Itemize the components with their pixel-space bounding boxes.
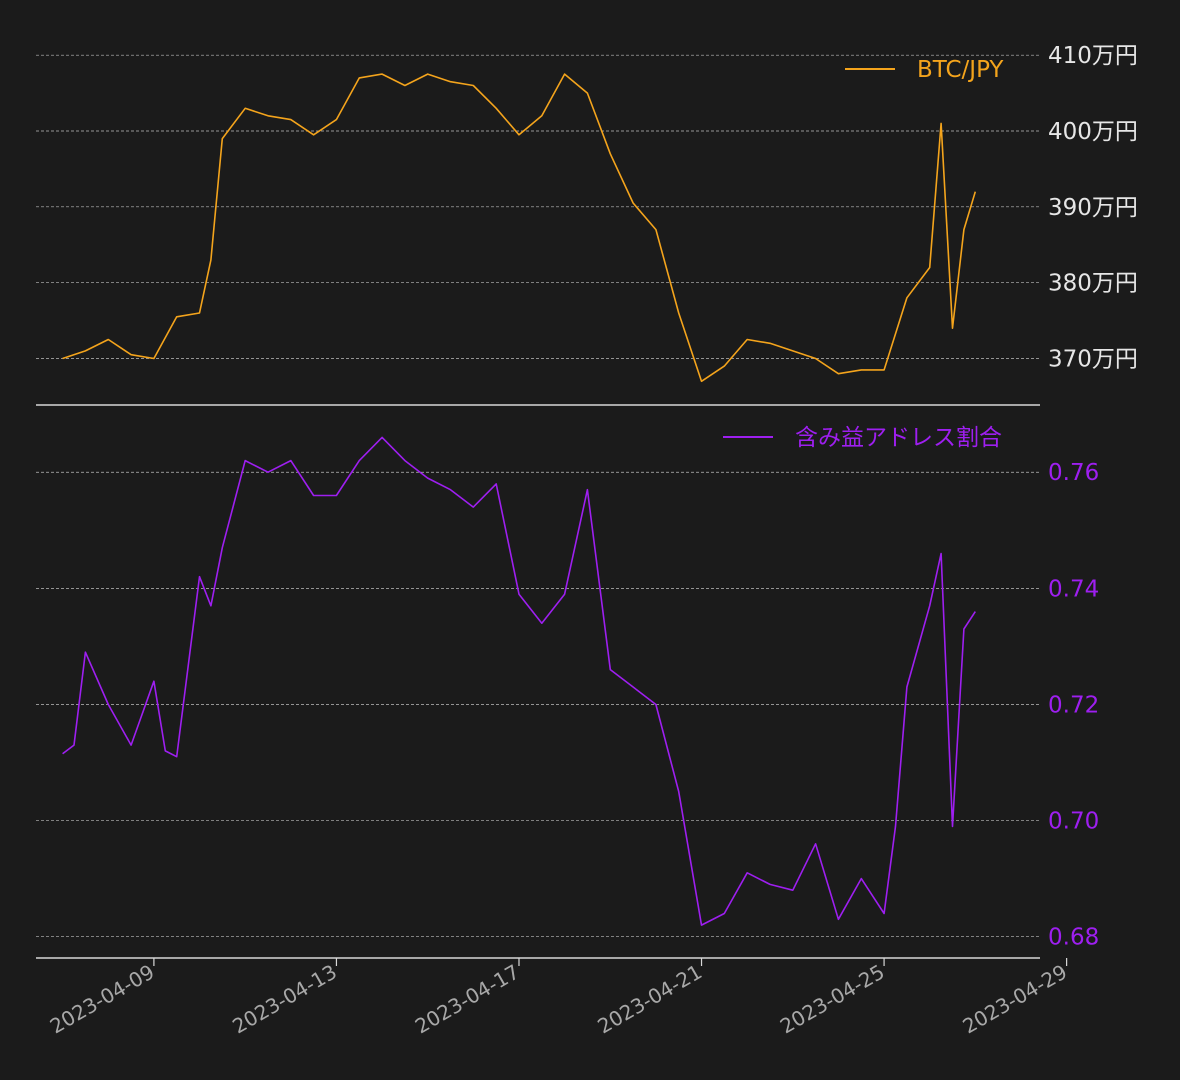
price-axis-ticks: 370万円 380万円 390万円 400万円 410万円 bbox=[1048, 43, 1138, 372]
price-legend: BTC/JPY bbox=[845, 57, 1004, 83]
price-gridlines bbox=[36, 54, 1040, 359]
ratio-tick-label: 0.76 bbox=[1048, 460, 1099, 486]
price-tick-label: 380万円 bbox=[1048, 271, 1138, 297]
ratio-tick-label: 0.68 bbox=[1048, 925, 1099, 951]
price-tick-label: 370万円 bbox=[1048, 347, 1138, 373]
price-legend-label: BTC/JPY bbox=[917, 57, 1004, 83]
btc-jpy-price-line bbox=[62, 73, 977, 383]
ratio-tick-label: 0.74 bbox=[1048, 576, 1099, 602]
profit-ratio-line bbox=[62, 436, 976, 926]
price-tick-label: 400万円 bbox=[1048, 119, 1138, 145]
price-tick-label: 390万円 bbox=[1048, 195, 1138, 221]
ratio-gridlines bbox=[36, 471, 1040, 938]
ratio-tick-label: 0.70 bbox=[1048, 809, 1099, 835]
ratio-axis-ticks: 0.68 0.70 0.72 0.74 0.76 bbox=[1048, 460, 1099, 950]
profit-ratio-panel: 0.68 0.70 0.72 0.74 0.76 含み益アドレス割合 bbox=[36, 425, 1099, 959]
ratio-legend: 含み益アドレス割合 bbox=[723, 425, 1002, 451]
price-tick-label: 410万円 bbox=[1048, 43, 1138, 69]
price-panel: 370万円 380万円 390万円 400万円 410万円 BTC/JPY bbox=[36, 43, 1138, 406]
ratio-legend-label: 含み益アドレス割合 bbox=[795, 425, 1002, 451]
ratio-tick-label: 0.72 bbox=[1048, 692, 1099, 718]
